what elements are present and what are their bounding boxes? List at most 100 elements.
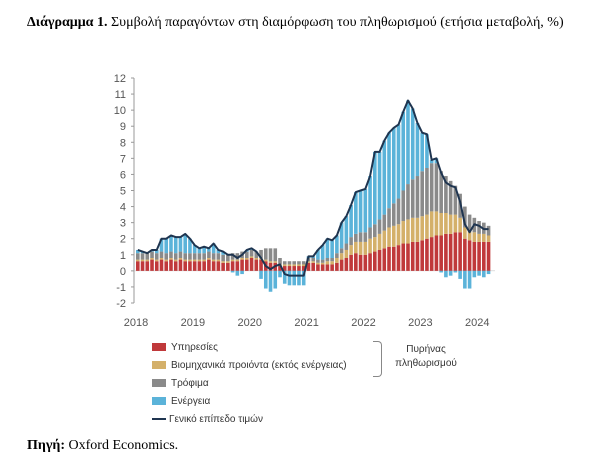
bar-services [387,246,391,271]
bar-energy [202,246,206,254]
bar-food [235,253,240,260]
bar-food [373,224,377,238]
y-tick-label: 11 [115,89,126,101]
bar-goods [382,230,387,249]
bar-goods [297,264,301,267]
bar-services [330,264,334,271]
bar-services [458,232,462,271]
bar-services [301,266,306,271]
bar-food [339,248,344,254]
bar-goods [164,259,169,262]
bar-services [278,266,282,271]
bar-goods [254,258,259,260]
bar-energy [211,243,216,254]
bar-energy [221,251,225,255]
bar-services [145,261,150,271]
bar-services [245,259,249,271]
bar-goods [169,258,173,260]
bar-energy [178,237,183,252]
bar-goods [425,214,429,239]
bar-services [306,262,311,271]
bar-services [240,259,244,271]
bar-goods [358,241,363,255]
bar-energy [188,238,192,254]
bar-food [287,261,292,265]
bar-food [415,176,420,218]
bar-goods [202,259,206,262]
bar-services [282,266,287,271]
bar-food [429,163,434,212]
bar-energy [136,249,140,254]
bar-energy [425,134,429,168]
bar-goods [287,264,292,267]
bar-food [202,253,206,260]
bar-services [382,248,387,271]
bar-goods [282,264,287,267]
legend-item-goods: Βιομηχανικά προιόντα (εκτός ενέργειας) [152,356,347,374]
bar-services [325,264,330,271]
bar-energy [282,270,287,284]
bar-food [377,219,382,234]
legend-item-food: Τρόφιμα [152,374,347,392]
bar-food [230,253,235,260]
bar-goods [320,262,325,265]
bar-goods [230,259,235,262]
bar-energy [448,270,453,276]
bar-food [282,261,287,265]
bar-services [349,254,353,271]
bar-goods [401,221,406,244]
x-tick-label: 2021 [294,317,318,329]
bar-energy [263,270,268,289]
bar-goods [136,259,140,262]
bar-energy [297,270,301,286]
bar-energy [467,270,472,289]
bar-energy [391,127,396,204]
bar-services [477,241,481,271]
bar-energy [387,132,391,209]
bar-food [301,261,306,265]
bar-goods [226,261,230,263]
bar-services [226,262,230,271]
bar-food [448,180,453,215]
bar-food [396,198,401,225]
y-tick-label: 0 [120,266,126,278]
bar-food [420,171,424,217]
bar-goods [245,258,249,260]
bar-energy [410,108,415,180]
total-line-swatch [152,418,166,420]
bar-goods [145,259,150,262]
bar-food [439,171,443,213]
bar-services [358,254,363,271]
bar-energy [154,249,159,254]
bar-goods [434,211,439,236]
bar-services [173,261,178,271]
bar-goods [396,224,401,246]
bar-services [444,233,448,271]
bar-services [467,240,472,271]
bar-energy [377,151,382,220]
source-text: Oxford Economics. [68,438,179,453]
bar-goods [216,259,221,262]
energy-swatch [152,397,166,405]
bar-energy [439,270,443,273]
bar-energy [301,270,306,286]
bar-goods [486,235,491,242]
y-tick-label: 3 [120,218,126,230]
x-tick-label: 2020 [238,317,262,329]
bar-food [463,206,467,228]
bar-services [434,235,439,271]
bar-goods [330,261,334,265]
bar-food [363,232,368,242]
bar-food [368,227,372,239]
y-tick-label: 9 [120,121,126,133]
annotation-line-2: πληθωρισμού [395,358,457,369]
bar-energy [382,140,387,215]
y-tick-label: 5 [120,186,126,198]
bar-goods [268,261,273,263]
bar-food [164,253,169,260]
bar-goods [349,245,353,255]
bar-food [453,185,458,215]
bar-energy [292,270,297,286]
bar-energy [320,245,325,260]
